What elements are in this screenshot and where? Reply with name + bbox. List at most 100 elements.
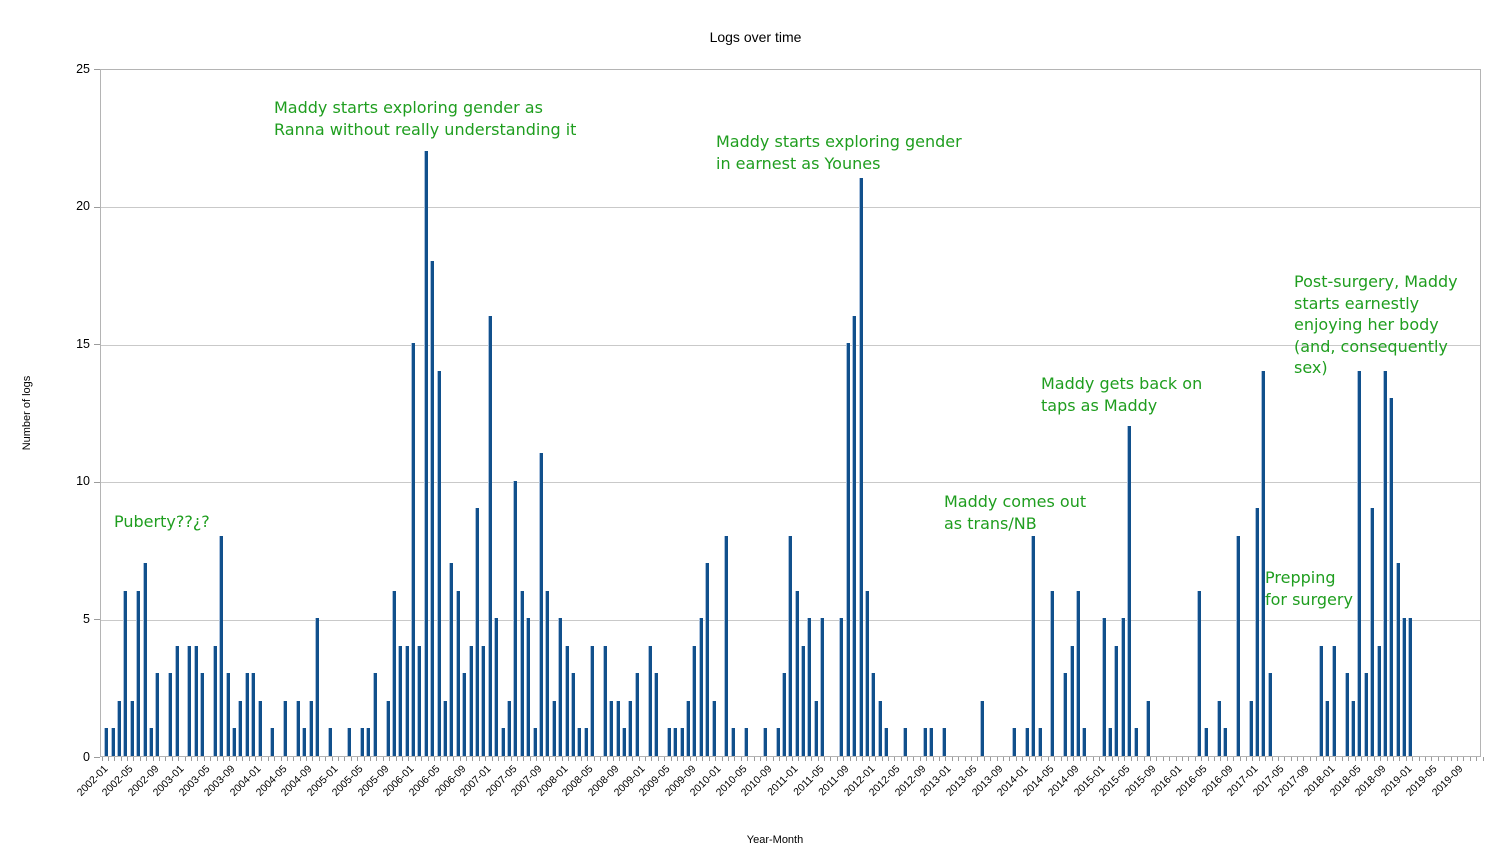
- x-axis-tick: [414, 757, 416, 761]
- x-axis-tick: [491, 757, 493, 761]
- x-axis-tick: [919, 757, 921, 761]
- x-axis-tick: [504, 757, 506, 761]
- bar-2004-10: [315, 618, 320, 756]
- x-axis-tick: [529, 757, 531, 761]
- x-axis-tick: [1431, 757, 1433, 761]
- x-axis-tick: [1444, 757, 1446, 761]
- x-axis-tick: [728, 757, 730, 761]
- x-axis-tick: [1175, 757, 1177, 761]
- x-axis-tick: [446, 757, 448, 761]
- bar-2011-10: [852, 315, 857, 756]
- y-axis-tick: [94, 344, 100, 346]
- x-axis-tick: [517, 757, 519, 761]
- x-axis-tick: [299, 757, 301, 761]
- bar-2007-01: [487, 315, 492, 756]
- x-axis-tick: [632, 757, 634, 761]
- x-axis-tick: [811, 757, 813, 761]
- x-axis-tick: [485, 757, 487, 761]
- bar-2007-12: [558, 618, 563, 756]
- x-axis-tick: [203, 757, 205, 761]
- chart-annotation-2: Maddy starts exploring gender as Ranna w…: [274, 98, 577, 139]
- x-axis-tick: [708, 757, 710, 761]
- bar-2005-12: [404, 645, 409, 756]
- y-tick-label: 15: [76, 336, 90, 351]
- x-axis-tick: [542, 757, 544, 761]
- x-axis-tick: [747, 757, 749, 761]
- bar-2004-03: [270, 728, 275, 756]
- x-axis-tick: [760, 757, 762, 761]
- x-axis-tick: [1252, 757, 1254, 761]
- bar-2010-03: [730, 728, 735, 756]
- x-axis-tick: [242, 757, 244, 761]
- x-axis-tick: [1271, 757, 1273, 761]
- x-axis-tick: [1111, 757, 1113, 761]
- x-axis-tick: [523, 757, 525, 761]
- bar-2007-06: [519, 590, 524, 756]
- bar-2016-08: [1223, 728, 1228, 756]
- x-axis-tick: [1207, 757, 1209, 761]
- x-axis-tick: [382, 757, 384, 761]
- x-axis-tick: [977, 757, 979, 761]
- gridline-y-15: [101, 344, 1480, 346]
- chart-annotation-5: Maddy gets back on taps as Maddy: [1041, 374, 1203, 415]
- bar-2003-03: [193, 645, 198, 756]
- x-axis-tick: [1009, 757, 1011, 761]
- x-axis-tick: [1322, 757, 1324, 761]
- bar-2018-03: [1344, 673, 1349, 756]
- x-axis-tick: [971, 757, 973, 761]
- bar-2017-02: [1261, 370, 1266, 756]
- bar-2018-04: [1350, 700, 1355, 756]
- bar-2017-12: [1325, 700, 1330, 756]
- x-axis-tick: [939, 757, 941, 761]
- bar-2007-09: [538, 453, 543, 756]
- x-axis-tick: [1405, 757, 1407, 761]
- bar-2002-07: [142, 563, 147, 756]
- y-axis-tick: [94, 206, 100, 208]
- x-axis-tick: [152, 757, 154, 761]
- bar-2003-10: [238, 700, 243, 756]
- bar-2006-01: [411, 343, 416, 756]
- bar-2002-08: [148, 728, 153, 756]
- x-axis-tick: [753, 757, 755, 761]
- bar-2016-05: [1203, 728, 1208, 756]
- x-axis-tick: [1233, 757, 1235, 761]
- x-axis-tick: [1054, 757, 1056, 761]
- bar-2004-01: [257, 700, 262, 756]
- bar-2002-05: [129, 700, 134, 756]
- bar-2011-08: [839, 618, 844, 756]
- x-axis-tick: [453, 757, 455, 761]
- bar-2006-07: [449, 563, 454, 756]
- x-axis-tick: [402, 757, 403, 761]
- bar-2014-09: [1076, 590, 1080, 756]
- x-axis-tick: [670, 757, 672, 761]
- x-axis-tick: [887, 757, 889, 761]
- x-axis-tick: [478, 757, 480, 761]
- x-axis-tick: [561, 757, 563, 761]
- x-axis-tick: [1329, 757, 1331, 761]
- y-tick-label: 20: [76, 199, 90, 214]
- bar-2008-01: [564, 645, 569, 756]
- x-axis-tick: [606, 757, 608, 761]
- y-tick-label: 25: [76, 61, 90, 76]
- chart-annotation-4: Maddy comes out as trans/NB: [944, 492, 1087, 533]
- x-axis-tick: [325, 757, 327, 761]
- x-axis-tick: [120, 757, 122, 761]
- bar-2014-05: [1050, 590, 1055, 756]
- y-tick-label: 10: [76, 474, 90, 489]
- x-axis-tick: [612, 757, 614, 761]
- x-axis-tick: [293, 757, 295, 761]
- x-axis-tick: [1373, 757, 1375, 761]
- x-axis-tick: [1239, 757, 1241, 761]
- plot-area: [100, 69, 1481, 757]
- x-axis-tick: [1073, 757, 1075, 761]
- x-axis-tick: [932, 757, 934, 761]
- x-axis-tick: [683, 757, 685, 761]
- x-axis-tick: [274, 757, 276, 761]
- x-axis-tick: [1002, 757, 1004, 761]
- bar-2014-02: [1031, 535, 1036, 756]
- x-axis-tick: [389, 757, 391, 761]
- x-axis-tick: [1412, 757, 1414, 761]
- x-axis-tick: [1137, 757, 1139, 761]
- bar-2007-05: [513, 480, 518, 756]
- x-axis-tick: [625, 757, 627, 761]
